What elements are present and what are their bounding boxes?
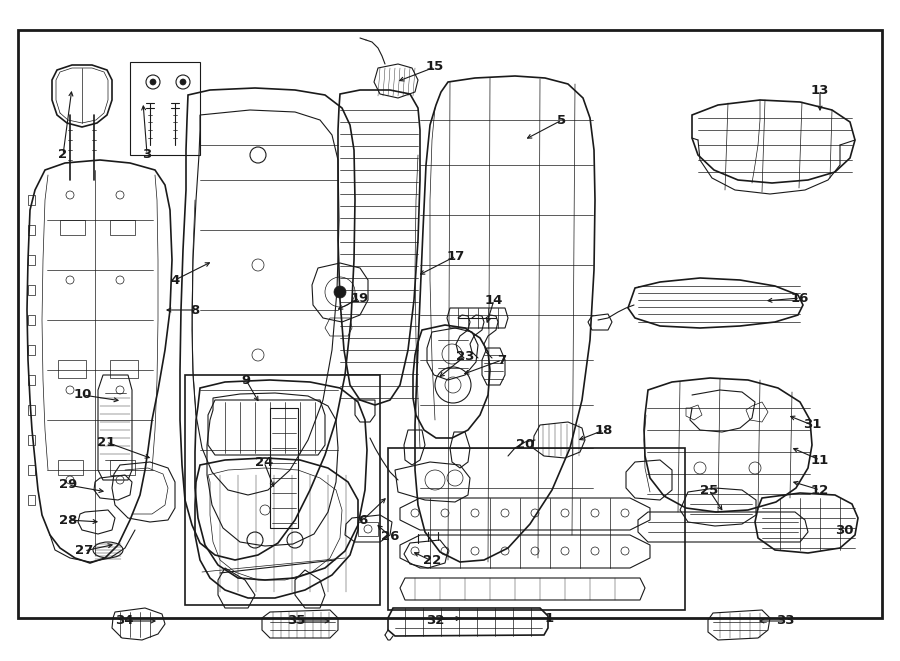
Text: 31: 31 bbox=[803, 418, 821, 432]
Text: 13: 13 bbox=[811, 83, 829, 97]
Bar bbox=[110, 360, 138, 378]
Bar bbox=[60, 220, 85, 235]
Text: 16: 16 bbox=[791, 292, 809, 305]
Text: 10: 10 bbox=[74, 389, 92, 401]
Bar bbox=[58, 360, 86, 378]
Text: 19: 19 bbox=[351, 292, 369, 305]
Text: 17: 17 bbox=[447, 249, 465, 262]
Text: 18: 18 bbox=[595, 424, 613, 436]
Bar bbox=[110, 220, 135, 235]
Text: 25: 25 bbox=[700, 483, 718, 496]
Text: 35: 35 bbox=[287, 615, 305, 627]
Text: 4: 4 bbox=[170, 274, 180, 286]
Text: 22: 22 bbox=[423, 555, 441, 568]
Text: 8: 8 bbox=[191, 303, 200, 317]
Text: 20: 20 bbox=[516, 438, 535, 451]
Bar bbox=[388, 448, 685, 610]
Bar bbox=[185, 375, 380, 605]
Bar bbox=[358, 522, 378, 536]
Text: 11: 11 bbox=[811, 453, 829, 467]
Text: 2: 2 bbox=[58, 149, 68, 161]
Text: 15: 15 bbox=[426, 61, 444, 73]
Text: 14: 14 bbox=[485, 293, 503, 307]
Text: 3: 3 bbox=[142, 147, 151, 161]
Text: 27: 27 bbox=[75, 545, 93, 557]
Bar bbox=[130, 62, 200, 155]
Text: 5: 5 bbox=[557, 114, 567, 126]
Text: 12: 12 bbox=[811, 483, 829, 496]
Circle shape bbox=[180, 79, 186, 85]
Circle shape bbox=[150, 79, 156, 85]
Text: 28: 28 bbox=[58, 514, 77, 527]
Text: 9: 9 bbox=[241, 373, 250, 387]
Bar bbox=[270, 408, 298, 528]
Bar bbox=[58, 460, 83, 475]
Text: 33: 33 bbox=[776, 615, 794, 627]
Text: 21: 21 bbox=[97, 436, 115, 449]
Text: 29: 29 bbox=[58, 479, 77, 492]
Text: 32: 32 bbox=[426, 613, 445, 627]
Text: 1: 1 bbox=[544, 611, 554, 625]
Text: 26: 26 bbox=[381, 529, 400, 543]
Bar bbox=[110, 460, 135, 475]
Text: 30: 30 bbox=[835, 524, 853, 537]
Text: 7: 7 bbox=[498, 354, 507, 366]
Text: 6: 6 bbox=[358, 514, 367, 527]
Text: 34: 34 bbox=[115, 615, 133, 627]
Text: 23: 23 bbox=[455, 350, 474, 362]
Circle shape bbox=[334, 286, 346, 298]
Text: 24: 24 bbox=[255, 455, 274, 469]
Bar bbox=[18, 30, 882, 618]
